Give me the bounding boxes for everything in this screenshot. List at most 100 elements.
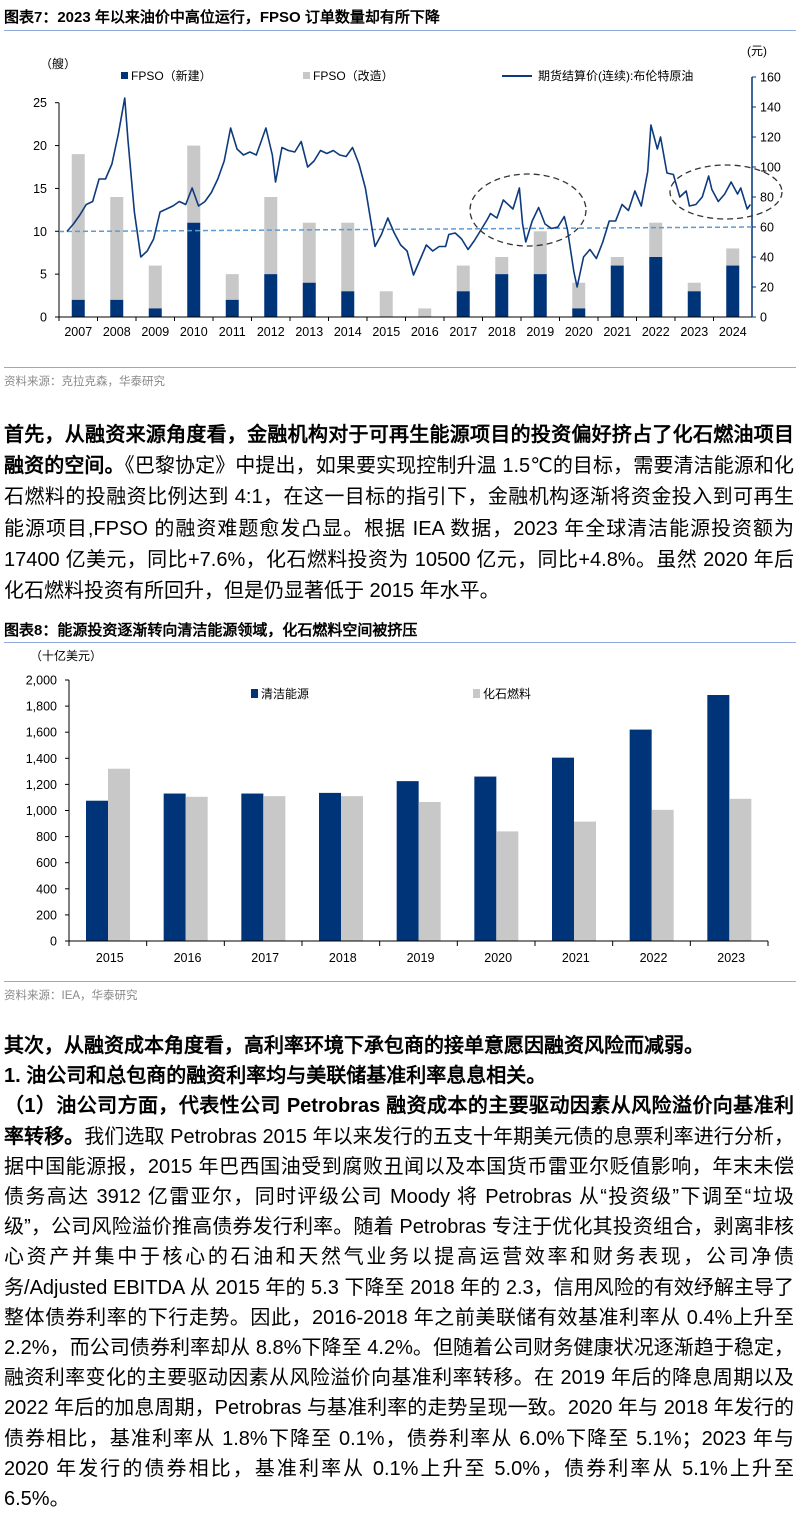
left-y-tick-label: 20 (33, 139, 47, 153)
x-tick-label: 2010 (180, 325, 208, 339)
x-tick-label: 2024 (719, 325, 747, 339)
bar-new (726, 265, 740, 317)
left-unit-label: （艘） (40, 56, 76, 71)
bar-retrofit (110, 197, 124, 300)
bar-fossil-fuel (108, 768, 130, 941)
bar-fossil-fuel (496, 831, 519, 941)
y-tick-label: 400 (36, 882, 57, 896)
bar-retrofit (418, 308, 432, 317)
annotation-ellipse-2018 (469, 173, 587, 247)
bar-new (649, 257, 663, 317)
bar-clean-energy (163, 793, 186, 941)
x-tick-label: 2019 (526, 325, 554, 339)
bar-retrofit (71, 154, 85, 300)
bar-new (341, 291, 355, 317)
y-tick-label: 1,600 (26, 726, 57, 740)
legend-swatch-new (121, 72, 128, 79)
x-tick-label: 2011 (219, 325, 246, 339)
bar-retrofit (726, 248, 740, 266)
x-tick-label: 2023 (717, 951, 745, 965)
bar-clean-energy (552, 757, 574, 941)
legend-swatch-fossil (473, 689, 480, 698)
bar-retrofit (341, 222, 355, 292)
x-tick-label: 2020 (565, 325, 593, 339)
bar-retrofit (456, 265, 470, 292)
bar-retrofit (687, 282, 701, 292)
bar-new (187, 222, 201, 317)
legend-label-oil: 期货结算价(连续):布伦特原油 (538, 68, 693, 83)
x-tick-label: 2018 (488, 325, 516, 339)
right-y-tick-label: 80 (760, 191, 774, 205)
paragraph-2: 其次，从融资成本角度看，高利率环境下承包商的接单意愿因融资风险而减弱。 1. 油… (4, 1031, 794, 1514)
y-tick-label: 200 (36, 908, 57, 922)
bar-retrofit (264, 197, 278, 275)
bar-clean-energy (241, 793, 264, 941)
x-tick-label: 2014 (334, 325, 362, 339)
bar-fossil-fuel (185, 796, 208, 941)
bar-retrofit (572, 282, 586, 309)
x-tick-label: 2022 (642, 325, 670, 339)
bar-retrofit (187, 145, 201, 223)
x-tick-label: 2019 (407, 951, 435, 965)
y-tick-label: 1,000 (26, 804, 57, 818)
right-y-tick-label: 140 (760, 101, 781, 115)
divider (4, 30, 796, 31)
x-tick-label: 2021 (562, 951, 590, 965)
figure8-source: 资料来源：IEA，华泰研究 (4, 990, 138, 1002)
bar-retrofit (302, 222, 316, 283)
paragraph-1-lead: 首先，从融资来源角度看，金融机构对于可再生能源项目的投资偏好挤占了化石燃油项目融… (4, 424, 794, 478)
right-y-tick-label: 100 (760, 161, 781, 175)
paragraph-1-body: 《巴黎协定》中提出，如果要实现控制升温 1.5℃的目标，需要清洁能源和化石燃料的… (4, 455, 795, 603)
x-tick-label: 2023 (680, 325, 708, 339)
divider (4, 367, 796, 368)
bar-retrofit (495, 257, 509, 275)
x-tick-label: 2015 (96, 951, 124, 965)
bar-new (110, 299, 124, 317)
bar-clean-energy (396, 781, 419, 941)
figure7-title: 图表7：2023 年以来油价中高位运行，FPSO 订单数量却有所下降 (4, 9, 440, 26)
bar-new (302, 282, 316, 317)
bar-fossil-fuel (651, 809, 674, 941)
legend: 清洁能源 化石燃料 (251, 686, 531, 701)
bar-new (610, 265, 624, 317)
bar-fossil-fuel (729, 798, 752, 941)
right-y-tick-label: 60 (760, 221, 774, 235)
bar-clean-energy (86, 800, 108, 941)
right-y-tick-label: 20 (760, 281, 774, 295)
bar-retrofit (148, 265, 162, 309)
x-tick-label: 2015 (372, 325, 400, 339)
y-tick-label: 800 (36, 830, 57, 844)
right-unit-label: (元) (747, 44, 767, 58)
legend-label-clean: 清洁能源 (261, 687, 309, 701)
y-tick-label: 1,200 (26, 778, 57, 792)
x-tick-label: 2009 (141, 325, 169, 339)
x-tick-label: 2020 (484, 951, 512, 965)
bar-retrofit (225, 274, 239, 300)
y-unit-label: （十亿美元） (30, 648, 102, 663)
legend-swatch-clean (251, 689, 258, 698)
bar-new (495, 274, 509, 317)
x-tick-label: 2008 (103, 325, 131, 339)
divider (4, 642, 796, 643)
bar-fossil-fuel (418, 802, 441, 941)
oil-price-line (66, 97, 752, 288)
bar-new (264, 274, 278, 317)
y-tick-label: 600 (36, 856, 57, 870)
reference-line (58, 226, 753, 233)
divider (4, 981, 796, 982)
bar-new (572, 308, 586, 317)
bar-new (225, 299, 239, 317)
left-y-tick-label: 10 (33, 225, 47, 239)
bar-retrofit (649, 222, 663, 257)
bar-fossil-fuel (263, 796, 286, 941)
x-tick-label: 2007 (64, 325, 92, 339)
left-y-tick-label: 25 (33, 96, 47, 110)
legend: FPSO（新建） FPSO（改造） 期货结算价(连续):布伦特原油 (121, 68, 693, 83)
paragraph-1: 首先，从融资来源角度看，金融机构对于可再生能源项目的投资偏好挤占了化石燃油项目融… (4, 420, 794, 607)
bar-fossil-fuel (341, 796, 363, 941)
x-tick-label: 2012 (257, 325, 285, 339)
legend-label-new: FPSO（新建） (131, 68, 212, 83)
right-y-tick-label: 40 (760, 251, 774, 265)
section-heading: 其次，从融资成本角度看，高利率环境下承包商的接单意愿因融资风险而减弱。 (4, 1035, 704, 1057)
right-y-tick-label: 160 (760, 71, 781, 85)
